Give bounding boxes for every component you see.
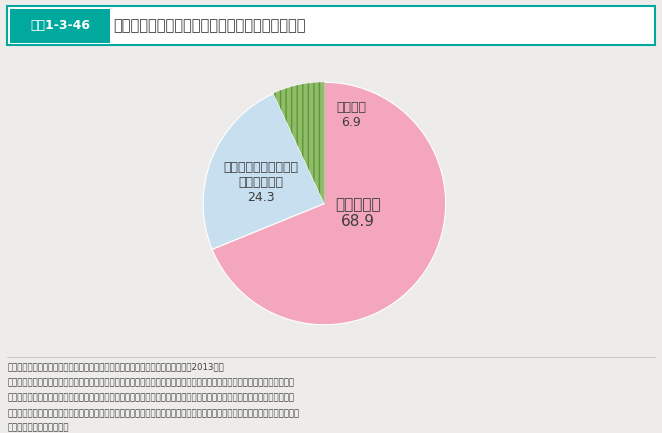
Text: 聞いたことがあるが、
よく知らない
24.3: 聞いたことがあるが、 よく知らない 24.3	[224, 162, 299, 204]
Text: 択してください。: 択してください。	[8, 423, 70, 432]
Text: 知らない
6.9: 知らない 6.9	[336, 101, 366, 129]
FancyBboxPatch shape	[10, 9, 111, 43]
Text: 知っている
68.9: 知っている 68.9	[336, 197, 381, 229]
Text: 高くなることなどが分かっています。このような妊娠と年齢の関係についてご存じですか。当てはまるものを一つを選: 高くなることなどが分かっています。このような妊娠と年齢の関係についてご存じですか…	[8, 409, 300, 418]
Text: 妊娠と年齢の関係について知っている若者の割合: 妊娠と年齢の関係について知っている若者の割合	[114, 18, 306, 33]
Text: （設問）妊娠と年齢の関係では、男女ともに年齢が高くなるほど妊娠する確率が下がることや、妊婦の年齢が高くなるほど自: （設問）妊娠と年齢の関係では、男女ともに年齢が高くなるほど妊娠する確率が下がるこ…	[8, 378, 295, 387]
Text: 図表1-3-46: 図表1-3-46	[30, 19, 90, 32]
Wedge shape	[203, 94, 324, 249]
FancyBboxPatch shape	[7, 6, 655, 45]
Wedge shape	[212, 82, 446, 325]
Wedge shape	[273, 82, 324, 204]
Text: 資料：厚生労働省政策統括官付政策評価官室委託「若者の意識に関する調査」（2013年）: 資料：厚生労働省政策統括官付政策評価官室委託「若者の意識に関する調査」（2013…	[8, 362, 224, 371]
Text: 然流産率が高くなること、妊娠中の異常（産科合併症）の発症頻度が高くなること、子どもの染色体異常のリスクが: 然流産率が高くなること、妊娠中の異常（産科合併症）の発症頻度が高くなること、子ど…	[8, 394, 295, 402]
